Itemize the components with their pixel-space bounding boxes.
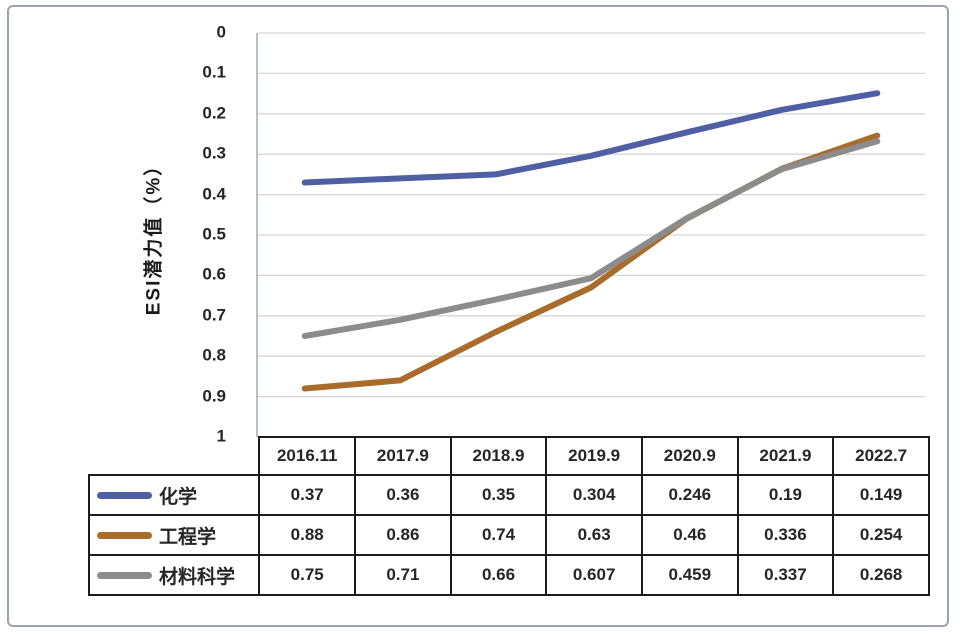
legend-series-label: 工程学: [159, 526, 217, 548]
table-value-cell: 0.304: [545, 474, 643, 516]
y-tick-label: 0.3: [202, 143, 226, 163]
table-row-chemistry: 化学 0.37 0.36 0.35 0.304 0.246 0.19 0.149: [87, 474, 930, 516]
table-header-date: 2019.9: [545, 436, 643, 476]
table-value-cell: 0.66: [449, 554, 548, 596]
legend-line-marker: [97, 571, 152, 579]
legend-line-marker: [97, 531, 152, 539]
table-row-engineering: 工程学 0.88 0.86 0.74 0.63 0.46 0.336 0.254: [87, 514, 930, 556]
table-header-date: 2020.9: [640, 436, 739, 476]
table-value-cell: 0.268: [832, 554, 930, 596]
series-line-engineering: [301, 132, 881, 392]
table-header-date: 2022.7: [832, 436, 930, 476]
y-tick-label: 0.4: [202, 184, 226, 204]
table-value-cell: 0.88: [258, 514, 357, 556]
y-tick-label: 0.9: [202, 386, 226, 406]
table-header-date: 2017.9: [354, 436, 452, 476]
table-value-cell: 0.35: [449, 474, 548, 516]
table-value-cell: 0.459: [640, 554, 739, 596]
series-line-chemistry: [301, 90, 881, 186]
y-tick-label: 0.5: [202, 224, 226, 244]
table-value-cell: 0.46: [640, 514, 739, 556]
y-tick-label: 0.1: [202, 62, 226, 82]
y-tick-label: 0.6: [202, 264, 226, 284]
table-header-date: 2021.9: [736, 436, 835, 476]
y-axis-tick-labels: 0 0.1 0.2 0.3 0.4 0.5 0.6 0.7 0.8 0.9 1: [140, 23, 240, 446]
legend-cell-engineering: 工程学: [87, 514, 261, 556]
series-line-materials-science: [301, 138, 881, 339]
table-value-cell: 0.75: [258, 554, 357, 596]
y-tick-label: 0.8: [202, 345, 226, 365]
table-value-cell: 0.71: [354, 554, 452, 596]
data-table: 2016.11 2017.9 2018.9 2019.9 2020.9 2021.9 202…: [87, 436, 930, 596]
gridlines: [257, 32, 925, 438]
line-chart-plot: [256, 32, 925, 438]
y-tick-label: 1: [216, 426, 226, 446]
table-value-cell: 0.74: [449, 514, 548, 556]
table-value-cell: 0.36: [354, 474, 452, 516]
table-value-cell: 0.336: [736, 514, 835, 556]
table-value-cell: 0.19: [736, 474, 835, 516]
y-tick-label: 0: [216, 22, 226, 42]
table-header-date: 2018.9: [449, 436, 548, 476]
table-value-cell: 0.254: [832, 514, 930, 556]
table-value-cell: 0.246: [640, 474, 739, 516]
table-value-cell: 0.607: [545, 554, 643, 596]
table-value-cell: 0.37: [258, 474, 357, 516]
table-header-date: 2016.11: [258, 436, 357, 476]
table-corner-blank: [89, 437, 259, 475]
legend-cell-chemistry: 化学: [87, 474, 261, 516]
y-tick-label: 0.2: [202, 103, 226, 123]
table-value-cell: 0.86: [354, 514, 452, 556]
table-row-materials-science: 材料科学 0.75 0.71 0.66 0.607 0.459 0.337 0.268: [87, 554, 930, 596]
legend-series-label: 化学: [159, 486, 198, 508]
table-header-row: 2016.11 2017.9 2018.9 2019.9 2020.9 2021.9 202…: [89, 436, 930, 476]
legend-line-marker: [97, 491, 152, 499]
y-tick-label: 0.7: [202, 305, 226, 325]
legend-series-label: 材料科学: [159, 566, 236, 588]
table-value-cell: 0.63: [545, 514, 643, 556]
table-value-cell: 0.149: [832, 474, 930, 516]
legend-cell-materials-science: 材料科学: [87, 554, 261, 596]
table-value-cell: 0.337: [736, 554, 835, 596]
